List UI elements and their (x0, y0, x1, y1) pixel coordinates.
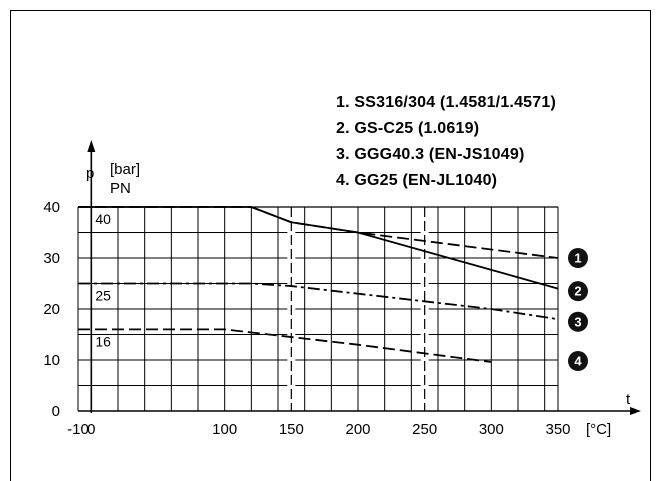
pn-label: 40 (95, 211, 111, 227)
series-line-1 (78, 206, 559, 259)
legend-item-4: 4. GG25 (EN-JL1040) (336, 172, 498, 189)
grid (78, 206, 559, 411)
x-tick-label: 150 (279, 421, 304, 438)
axes (77, 140, 641, 415)
x-tick-label: 300 (479, 421, 504, 438)
series-badge-1 (568, 248, 588, 268)
x-tick-label: -10 (67, 421, 89, 438)
y-axis-title: p (86, 165, 94, 182)
series-line-2 (78, 206, 559, 290)
legend-item-3: 3. GGG40.3 (EN-JS1049) (336, 146, 525, 163)
pn-header: PN (110, 180, 131, 197)
x-tick-label: 100 (212, 421, 237, 438)
pn-label: 16 (95, 333, 111, 349)
series-badge-label-2: 2 (574, 284, 581, 299)
series-badge-label-3: 3 (574, 314, 581, 329)
x-axis-unit: [°C] (586, 421, 611, 438)
legend-item-2: 2. GS-C25 (1.0619) (336, 120, 480, 137)
y-tick-label: 30 (43, 250, 60, 267)
y-tick-label: 20 (43, 301, 60, 318)
x-tick-label: 200 (345, 421, 370, 438)
legend-item-1: 1. SS316/304 (1.4581/1.4571) (336, 94, 556, 111)
series-badge-3 (568, 311, 588, 332)
series-line-3 (78, 282, 559, 321)
chart-frame (10, 10, 651, 481)
x-axis-title: t (626, 391, 631, 408)
series-badge-label-1: 1 (574, 251, 581, 266)
y-axis-arrow (87, 140, 96, 152)
series-badge-label-4: 4 (574, 354, 582, 369)
pn-label: 25 (95, 288, 111, 304)
y-axis-unit: [bar] (110, 161, 140, 178)
y-tick-label: 10 (43, 352, 60, 369)
x-tick-label: 250 (412, 421, 437, 438)
series-lines (78, 206, 559, 363)
y-tick-label: 40 (43, 199, 60, 216)
x-tick-label: 350 (545, 421, 570, 438)
x-axis-arrow (630, 407, 641, 415)
x-tick-label: 0 (87, 421, 95, 438)
series-badge-4 (568, 351, 588, 372)
y-tick-label: 0 (52, 403, 60, 420)
series-line-4 (78, 328, 492, 363)
series-badge-2 (568, 281, 588, 302)
series-markers: 1 2 3 4 (568, 248, 588, 372)
